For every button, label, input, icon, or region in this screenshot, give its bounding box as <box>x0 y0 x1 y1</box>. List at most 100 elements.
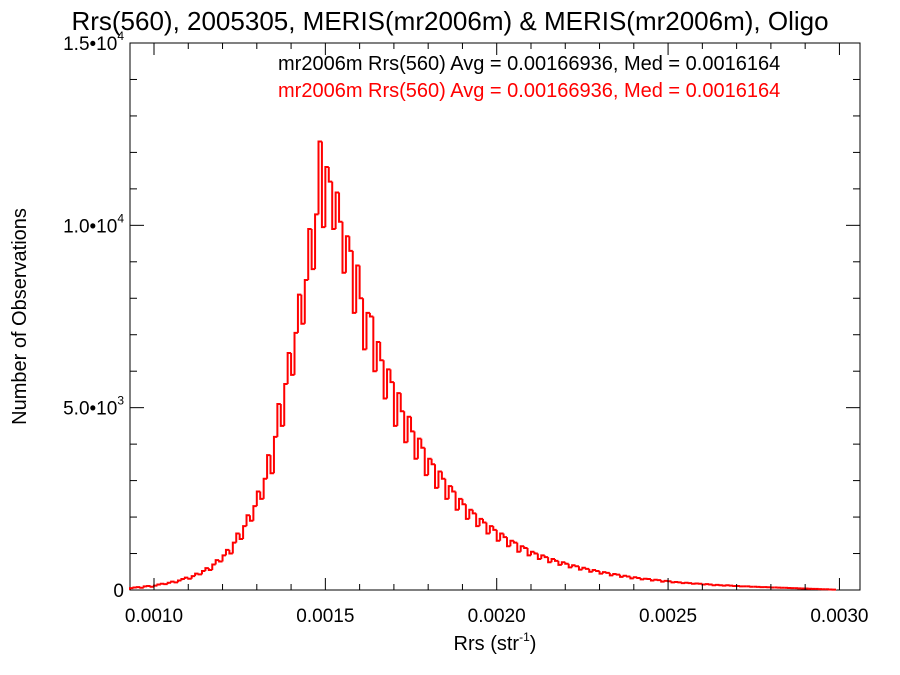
chart-title: Rrs(560), 2005305, MERIS(mr2006m) & MERI… <box>71 6 828 36</box>
histogram-bin <box>475 513 480 528</box>
histogram-bin <box>413 431 418 460</box>
histogram-bin <box>670 581 675 584</box>
histogram-bin <box>622 574 627 577</box>
histogram-bin <box>615 573 621 576</box>
histogram-bin <box>259 491 264 500</box>
histogram-bin <box>492 526 497 531</box>
histogram-bin <box>286 351 292 384</box>
histogram-bin <box>183 576 189 580</box>
histogram-bin <box>276 403 281 437</box>
histogram-bin <box>577 566 583 571</box>
x-axis-label: Rrs (str-1) <box>454 630 537 655</box>
histogram-bin <box>317 140 322 215</box>
histogram-bin <box>272 435 278 474</box>
histogram-bin <box>547 557 552 564</box>
histogram-bin <box>324 165 329 228</box>
histogram-bin <box>338 192 343 223</box>
histogram-bin <box>471 509 477 515</box>
histogram-bin <box>379 342 384 362</box>
histogram-bin <box>139 586 144 589</box>
histogram-bin <box>211 563 216 570</box>
histogram-bin <box>595 569 600 573</box>
histogram-bin <box>255 490 261 507</box>
histogram-bin <box>224 548 230 556</box>
histogram-bin <box>197 573 202 576</box>
histogram-bin <box>571 564 576 568</box>
histogram-bin <box>430 458 436 466</box>
y-tick-label: 0 <box>113 581 124 602</box>
histogram-bin <box>303 279 309 324</box>
histogram-bin <box>485 522 490 535</box>
histogram-bin <box>427 457 432 476</box>
histogram-bin <box>691 582 696 585</box>
x-tick-label: 0.0025 <box>639 606 697 627</box>
histogram-bin <box>372 316 377 373</box>
histogram-bin <box>180 578 185 581</box>
histogram-bin <box>327 166 333 183</box>
histogram-bin <box>588 568 593 573</box>
histogram-bin <box>608 572 614 577</box>
plot-frame <box>129 42 861 591</box>
histogram-bin <box>434 464 439 489</box>
histogram-bin <box>564 562 569 565</box>
histogram-bin <box>355 264 360 313</box>
legend-entry-black: mr2006m Rrs(560) Avg = 0.00166936, Med =… <box>278 53 780 75</box>
histogram-bin <box>437 470 442 488</box>
histogram-bin <box>142 585 148 588</box>
histogram-bin <box>519 545 525 552</box>
histogram-bin <box>296 293 302 333</box>
histogram-bin <box>458 497 463 510</box>
histogram-bin <box>248 515 254 522</box>
histogram-bin <box>200 570 206 575</box>
histogram-bin <box>612 572 617 576</box>
histogram-bin <box>214 559 220 565</box>
legend-entry-red: mr2006m Rrs(560) Avg = 0.00166936, Med =… <box>278 80 780 102</box>
histogram-bin <box>290 352 295 376</box>
histogram-bin <box>341 221 346 274</box>
y-tick-label: 5.0•103 <box>63 394 124 420</box>
x-axis-label-close: ) <box>530 633 537 655</box>
histogram-bin <box>344 235 350 273</box>
histogram-bin <box>632 576 638 579</box>
histogram-bin <box>129 587 134 590</box>
histogram-bin <box>502 533 507 539</box>
histogram-bin <box>584 567 590 570</box>
histogram-bin <box>454 491 460 511</box>
x-axis-label-base: Rrs (str <box>454 633 520 655</box>
x-tick-label: 0.0020 <box>468 606 526 627</box>
histogram-bin <box>362 298 367 351</box>
histogram-bin <box>649 579 655 582</box>
histogram-bin <box>516 542 521 553</box>
histogram-bin <box>231 541 237 554</box>
histogram-bin <box>533 551 538 555</box>
histogram-bin <box>365 311 370 350</box>
histogram-bin <box>619 574 624 578</box>
x-tick-label: 0.0010 <box>125 606 183 627</box>
histogram-bin <box>283 382 288 426</box>
histogram-bin <box>574 565 579 568</box>
histogram-bin <box>482 518 487 524</box>
histogram-bin <box>410 416 415 433</box>
histogram-bin <box>320 141 326 229</box>
y-tick-label: 1.0•104 <box>63 211 124 237</box>
histogram-bin <box>506 537 511 548</box>
histogram-bin <box>170 580 175 583</box>
histogram-bin <box>468 508 473 519</box>
histogram-bin <box>451 486 456 493</box>
histogram-bin <box>334 191 340 229</box>
histogram-bin <box>382 360 388 400</box>
histogram-bin <box>495 529 501 542</box>
histogram-bin <box>636 576 641 579</box>
histogram-bin <box>416 437 422 459</box>
y-axis-label: Number of Observations <box>9 208 31 425</box>
histogram-bin <box>392 382 398 427</box>
histogram-bin <box>512 540 518 544</box>
histogram-bin <box>238 533 244 540</box>
histogram-bin <box>488 525 494 534</box>
x-tick-label: 0.0030 <box>810 606 868 627</box>
histogram-bin <box>300 294 305 325</box>
histogram-bin <box>605 571 610 574</box>
histogram-bin <box>221 554 226 562</box>
histogram-bin <box>601 571 607 574</box>
